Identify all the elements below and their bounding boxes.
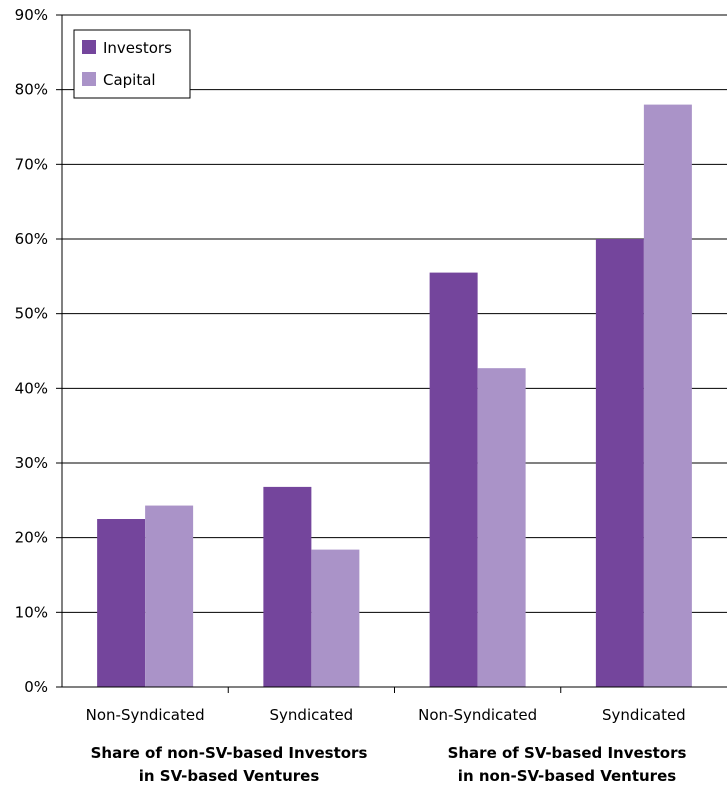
bar-capital — [643, 104, 692, 688]
y-tick-label: 50% — [15, 305, 48, 323]
bars — [97, 104, 692, 688]
group-label-1-line1: Share of non-SV-based Investors — [91, 744, 368, 762]
legend-label-investors: Investors — [103, 39, 172, 57]
y-tick-label: 40% — [15, 379, 48, 397]
y-tick-label: 30% — [15, 454, 48, 472]
group-label-1-line2: in SV-based Ventures — [139, 767, 320, 785]
legend-swatch-investors — [82, 40, 96, 54]
y-tick-label: 90% — [15, 6, 48, 24]
legend-swatch-capital — [82, 72, 96, 86]
y-tick-label: 70% — [15, 155, 48, 173]
y-tick-label: 60% — [15, 230, 48, 248]
group-label-2-line1: Share of SV-based Investors — [448, 744, 687, 762]
legend: Investors Capital — [73, 29, 191, 99]
bar-investors — [429, 272, 478, 687]
bar-capital — [477, 368, 526, 687]
y-tick-label: 0% — [24, 678, 48, 696]
axes — [56, 14, 727, 693]
bar-investors — [97, 519, 146, 687]
bar-investors — [595, 239, 644, 687]
group-labels: Share of non-SV-based Investors in SV-ba… — [91, 744, 687, 785]
bar-investors — [263, 486, 312, 687]
group-label-2-line2: in non-SV-based Ventures — [458, 767, 676, 785]
x-tick-label: Syndicated — [270, 706, 354, 724]
y-tick-label: 20% — [15, 529, 48, 547]
legend-label-capital: Capital — [103, 71, 156, 89]
bar-capital — [145, 505, 194, 687]
bar-capital — [311, 549, 360, 687]
axis-labels: 0% 10% 20% 30% 40% 50% 60% 70% 80% 90% Non-Syndica… — [15, 6, 686, 724]
x-tick-label: Syndicated — [602, 706, 686, 724]
y-tick-label: 80% — [15, 81, 48, 99]
x-tick-label: Non-Syndicated — [86, 706, 205, 724]
y-tick-label: 10% — [15, 603, 48, 621]
x-tick-label: Non-Syndicated — [418, 706, 537, 724]
